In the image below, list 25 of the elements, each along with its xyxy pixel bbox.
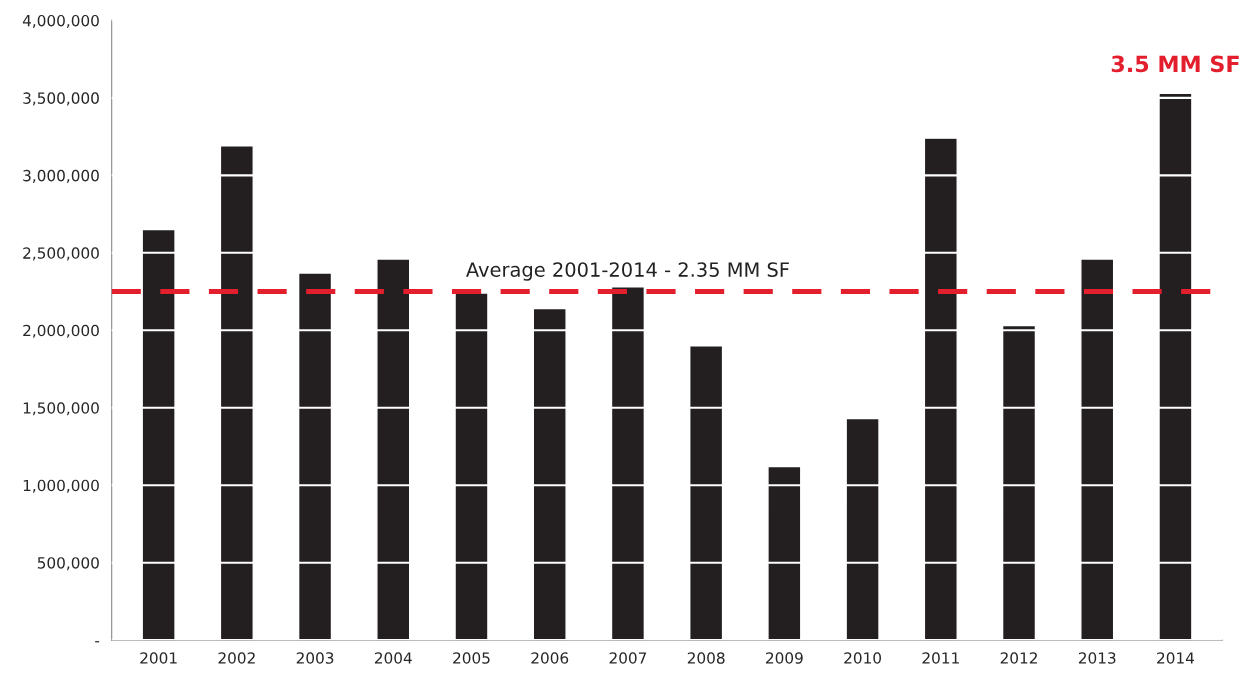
y-tick-label: 2,000,000 <box>23 324 99 338</box>
x-tick-label: 2002 <box>218 652 255 664</box>
y-tick-label: 2,500,000 <box>23 247 99 261</box>
ref-line-label: Average 2001-2014 - 2.35 MM SF <box>466 262 789 281</box>
x-tick-label: 2006 <box>531 652 569 664</box>
annotation: 3.5 MM SF <box>1111 55 1239 73</box>
x-tick-label: 2007 <box>609 652 647 664</box>
x-tick-label: 2008 <box>687 652 725 664</box>
x-tick-label: 2004 <box>374 652 412 664</box>
x-tick-label: 2014 <box>1157 652 1195 664</box>
x-tick-label: 2011 <box>922 652 959 664</box>
y-tick-label: - <box>95 641 100 643</box>
y-tick-label: 1,000,000 <box>23 479 99 493</box>
x-tick-label: 2003 <box>296 652 334 664</box>
y-tick-label: 3,000,000 <box>23 169 99 183</box>
x-tick-label: 2013 <box>1078 652 1116 664</box>
x-tick-label: 2012 <box>1000 652 1037 664</box>
y-tick-label: 500,000 <box>37 557 99 571</box>
x-tick-label: 2010 <box>844 652 882 664</box>
x-tick-label: 2009 <box>766 652 803 664</box>
x-tick-label: 2005 <box>453 652 490 664</box>
y-tick-label: 4,000,000 <box>22 14 99 29</box>
y-tick-label: 3,500,000 <box>23 92 99 106</box>
x-tick-label: 2001 <box>140 652 177 664</box>
y-tick-label: 1,500,000 <box>23 402 99 416</box>
